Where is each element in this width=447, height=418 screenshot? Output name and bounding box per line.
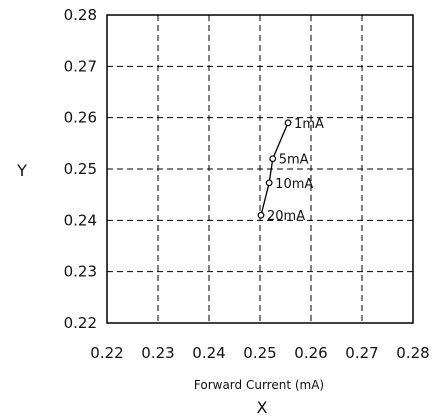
data-point [269,155,277,163]
data-point [265,179,273,187]
data-point-label: 20mA [267,209,305,224]
grid [107,15,413,323]
x-tick-label: 0.23 [141,344,174,362]
y-tick-labels: 0.22 0.23 0.24 0.25 0.26 0.27 0.28 [64,6,97,332]
plot-frame [106,14,414,324]
y-tick-label: 0.23 [64,263,97,281]
x-axis-label: Forward Current (mA) [194,378,324,392]
series: 1mA 5mA 10mA 20mA [257,117,324,224]
x-tick-label: 0.24 [192,344,225,362]
x-axis-sublabel: X [257,398,268,417]
data-point [257,211,265,219]
y-axis-label: Y [16,161,27,180]
x-tick-labels: 0.22 0.23 0.24 0.25 0.26 0.27 0.28 [90,344,429,362]
y-tick-label: 0.24 [64,211,97,229]
series-line [260,122,289,216]
x-tick-label: 0.25 [243,344,276,362]
data-point [284,119,292,127]
y-tick-label: 0.26 [64,109,97,127]
y-tick-label: 0.27 [64,57,97,75]
data-point-label: 10mA [275,177,313,192]
x-tick-label: 0.22 [90,344,123,362]
data-point-label: 5mA [279,153,309,168]
y-tick-label: 0.25 [64,160,97,178]
x-tick-label: 0.28 [396,344,429,362]
x-tick-label: 0.26 [294,344,327,362]
y-tick-label: 0.22 [64,314,97,332]
y-tick-label: 0.28 [64,6,97,24]
data-point-label: 1mA [294,117,324,132]
x-tick-label: 0.27 [345,344,378,362]
